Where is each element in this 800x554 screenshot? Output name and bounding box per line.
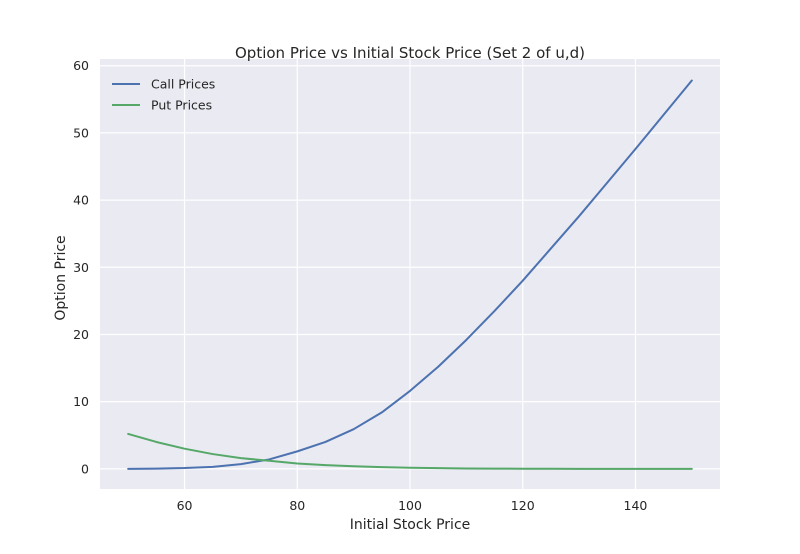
- legend-label-put-prices: Put Prices: [151, 98, 212, 113]
- y-tick-label: 50: [73, 125, 89, 140]
- legend: Call Prices Put Prices: [112, 77, 215, 113]
- ticks-layer: 60 80 100 120 140 0 10 20 30 40 50 60: [73, 58, 647, 513]
- x-tick-label: 100: [398, 498, 422, 513]
- y-axis-title: Option Price: [53, 235, 69, 320]
- series-line-put-prices: [127, 432, 693, 470]
- series-line-call-prices: [127, 79, 693, 470]
- chart-title: Option Price vs Initial Stock Price (Set…: [235, 44, 585, 62]
- x-tick-label: 80: [289, 498, 305, 513]
- y-tick-label: 20: [73, 327, 89, 342]
- y-tick-label: 30: [73, 260, 89, 275]
- y-tick-label: 40: [73, 193, 89, 208]
- y-tick-label: 10: [73, 394, 89, 409]
- x-axis-title: Initial Stock Price: [350, 517, 471, 533]
- y-tick-label: 0: [81, 461, 89, 476]
- grid-layer: [100, 59, 720, 489]
- legend-label-call-prices: Call Prices: [151, 77, 215, 92]
- x-tick-label: 140: [624, 498, 648, 513]
- series-layer: [127, 79, 693, 470]
- y-tick-label: 60: [73, 58, 89, 73]
- x-tick-label: 60: [177, 498, 193, 513]
- x-tick-label: 120: [511, 498, 535, 513]
